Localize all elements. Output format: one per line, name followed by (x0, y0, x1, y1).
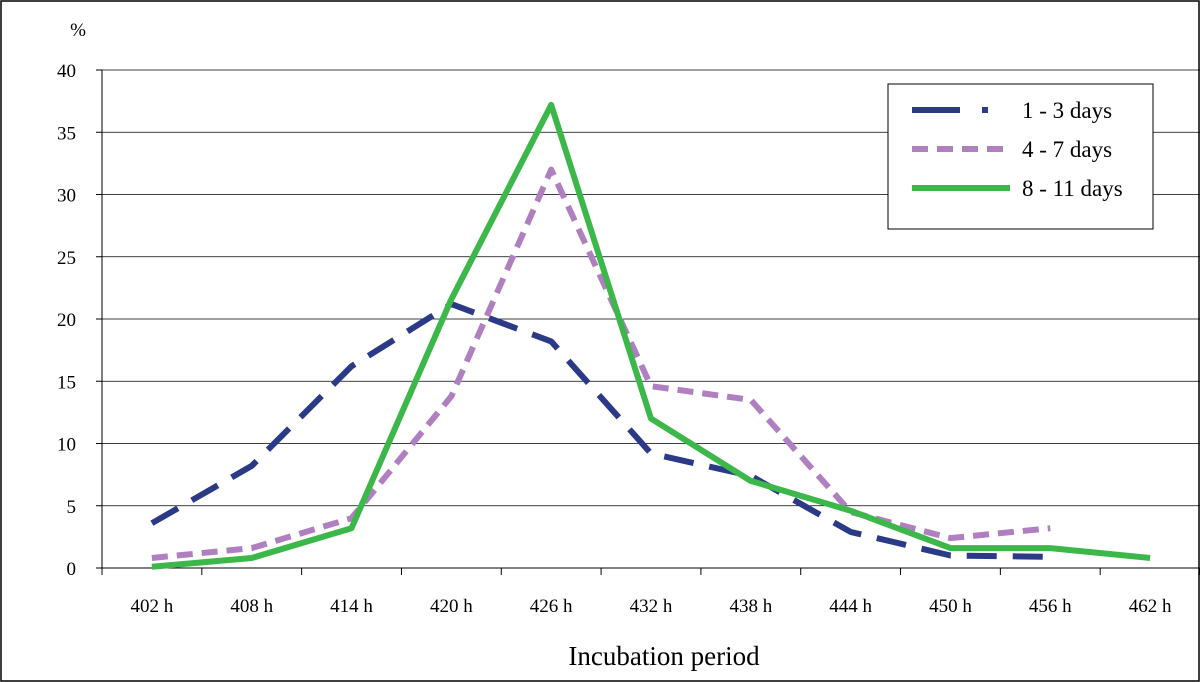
legend-label: 1 - 3 days (1022, 98, 1112, 123)
y-tick-label: 20 (57, 310, 76, 331)
legend-box (887, 83, 1154, 230)
x-tick-label: 456 h (1029, 596, 1072, 617)
y-tick-label: 35 (57, 123, 76, 144)
y-tick-label: 30 (57, 186, 76, 207)
y-tick-label: 15 (57, 372, 76, 393)
axes (96, 69, 1200, 575)
x-tick-label: 402 h (131, 596, 174, 617)
x-axis-title: Incubation period (568, 641, 760, 671)
y-tick-label: 25 (57, 248, 76, 269)
y-tick-label: 40 (57, 61, 76, 82)
y-tick-label: 5 (67, 497, 77, 518)
x-tick-label: 408 h (230, 596, 273, 617)
y-tick-labels: 0 5 10 15 20 25 30 35 40 (57, 61, 76, 580)
series-line-1 (150, 301, 1051, 560)
x-tick-label: 444 h (829, 596, 872, 617)
legend-label: 8 - 11 days (1022, 176, 1123, 201)
x-tick-labels: 402 h 408 h 414 h 420 h 426 h 432 h 438 h 444 h… (131, 596, 1172, 617)
series-line-2 (151, 166, 1051, 561)
series-line-3 (151, 101, 1151, 570)
x-tick-label: 450 h (929, 596, 972, 617)
x-tick-label: 414 h (330, 596, 373, 617)
x-tick-label: 420 h (430, 596, 473, 617)
x-tick-label: 462 h (1129, 596, 1172, 617)
x-tick-label: 438 h (729, 596, 772, 617)
legend-label: 4 - 7 days (1022, 137, 1112, 162)
x-tick-label: 426 h (530, 596, 573, 617)
y-tick-label: 0 (67, 559, 77, 580)
series-lines (150, 101, 1151, 570)
y-unit-label: % (70, 20, 86, 41)
y-tick-label: 10 (57, 435, 76, 456)
x-tick-label: 432 h (630, 596, 673, 617)
legend: 1 - 3 days 4 - 7 days 8 - 11 days (887, 83, 1154, 230)
